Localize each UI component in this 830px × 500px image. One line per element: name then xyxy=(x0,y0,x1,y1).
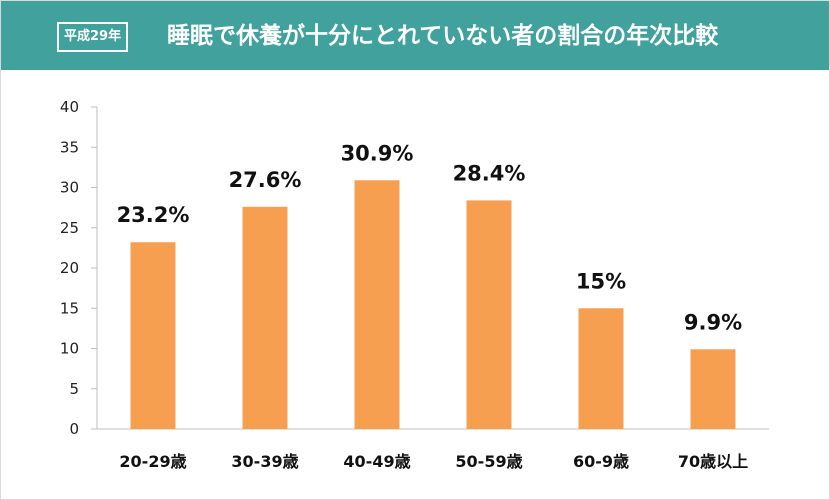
y-tick-label: 25 xyxy=(60,219,79,237)
bars xyxy=(130,180,736,429)
x-tick-label: 40-49歳 xyxy=(343,452,410,471)
data-label: 9.9% xyxy=(684,310,742,334)
y-tick-label: 35 xyxy=(60,138,79,156)
bar xyxy=(690,349,736,429)
title-banner: 平成29年 睡眠で休養が十分にとれていない者の割合の年次比較 xyxy=(1,1,829,70)
x-tick-label: 30-39歳 xyxy=(231,452,298,471)
y-tick-label: 15 xyxy=(60,299,79,317)
y-tick-label: 10 xyxy=(60,340,79,358)
x-tick-label: 60-9歳 xyxy=(573,452,629,471)
chart-title: 睡眠で休養が十分にとれていない者の割合の年次比較 xyxy=(167,23,719,49)
y-tick-label: 5 xyxy=(69,380,79,398)
axes: 0 5 10 15 20 25 30 35 40 xyxy=(60,98,769,438)
bar xyxy=(578,308,624,429)
data-label: 23.2% xyxy=(117,203,190,227)
x-tick-label: 70歳以上 xyxy=(678,452,748,471)
bar xyxy=(354,180,400,429)
data-label: 28.4% xyxy=(453,161,526,185)
y-tick-label: 30 xyxy=(60,179,79,197)
bar-chart: 0 5 10 15 20 25 30 35 40 23.2% 20-29歳 27.6% 30-39歳 3… xyxy=(60,98,769,471)
bar xyxy=(130,242,176,429)
x-tick-label: 20-29歳 xyxy=(119,452,186,471)
data-label: 30.9% xyxy=(341,141,414,165)
bar xyxy=(466,200,512,429)
y-tick-label: 0 xyxy=(69,420,79,438)
x-tick-label: 50-59歳 xyxy=(455,452,522,471)
bar xyxy=(242,206,288,429)
labels: 23.2% 20-29歳 27.6% 30-39歳 30.9% 40-49歳 28.4% 50… xyxy=(117,141,749,471)
y-tick-label: 20 xyxy=(60,259,79,277)
data-label: 27.6% xyxy=(229,168,302,192)
data-label: 15% xyxy=(576,269,626,293)
y-tick-label: 40 xyxy=(60,98,79,116)
year-badge: 平成29年 xyxy=(57,22,129,52)
